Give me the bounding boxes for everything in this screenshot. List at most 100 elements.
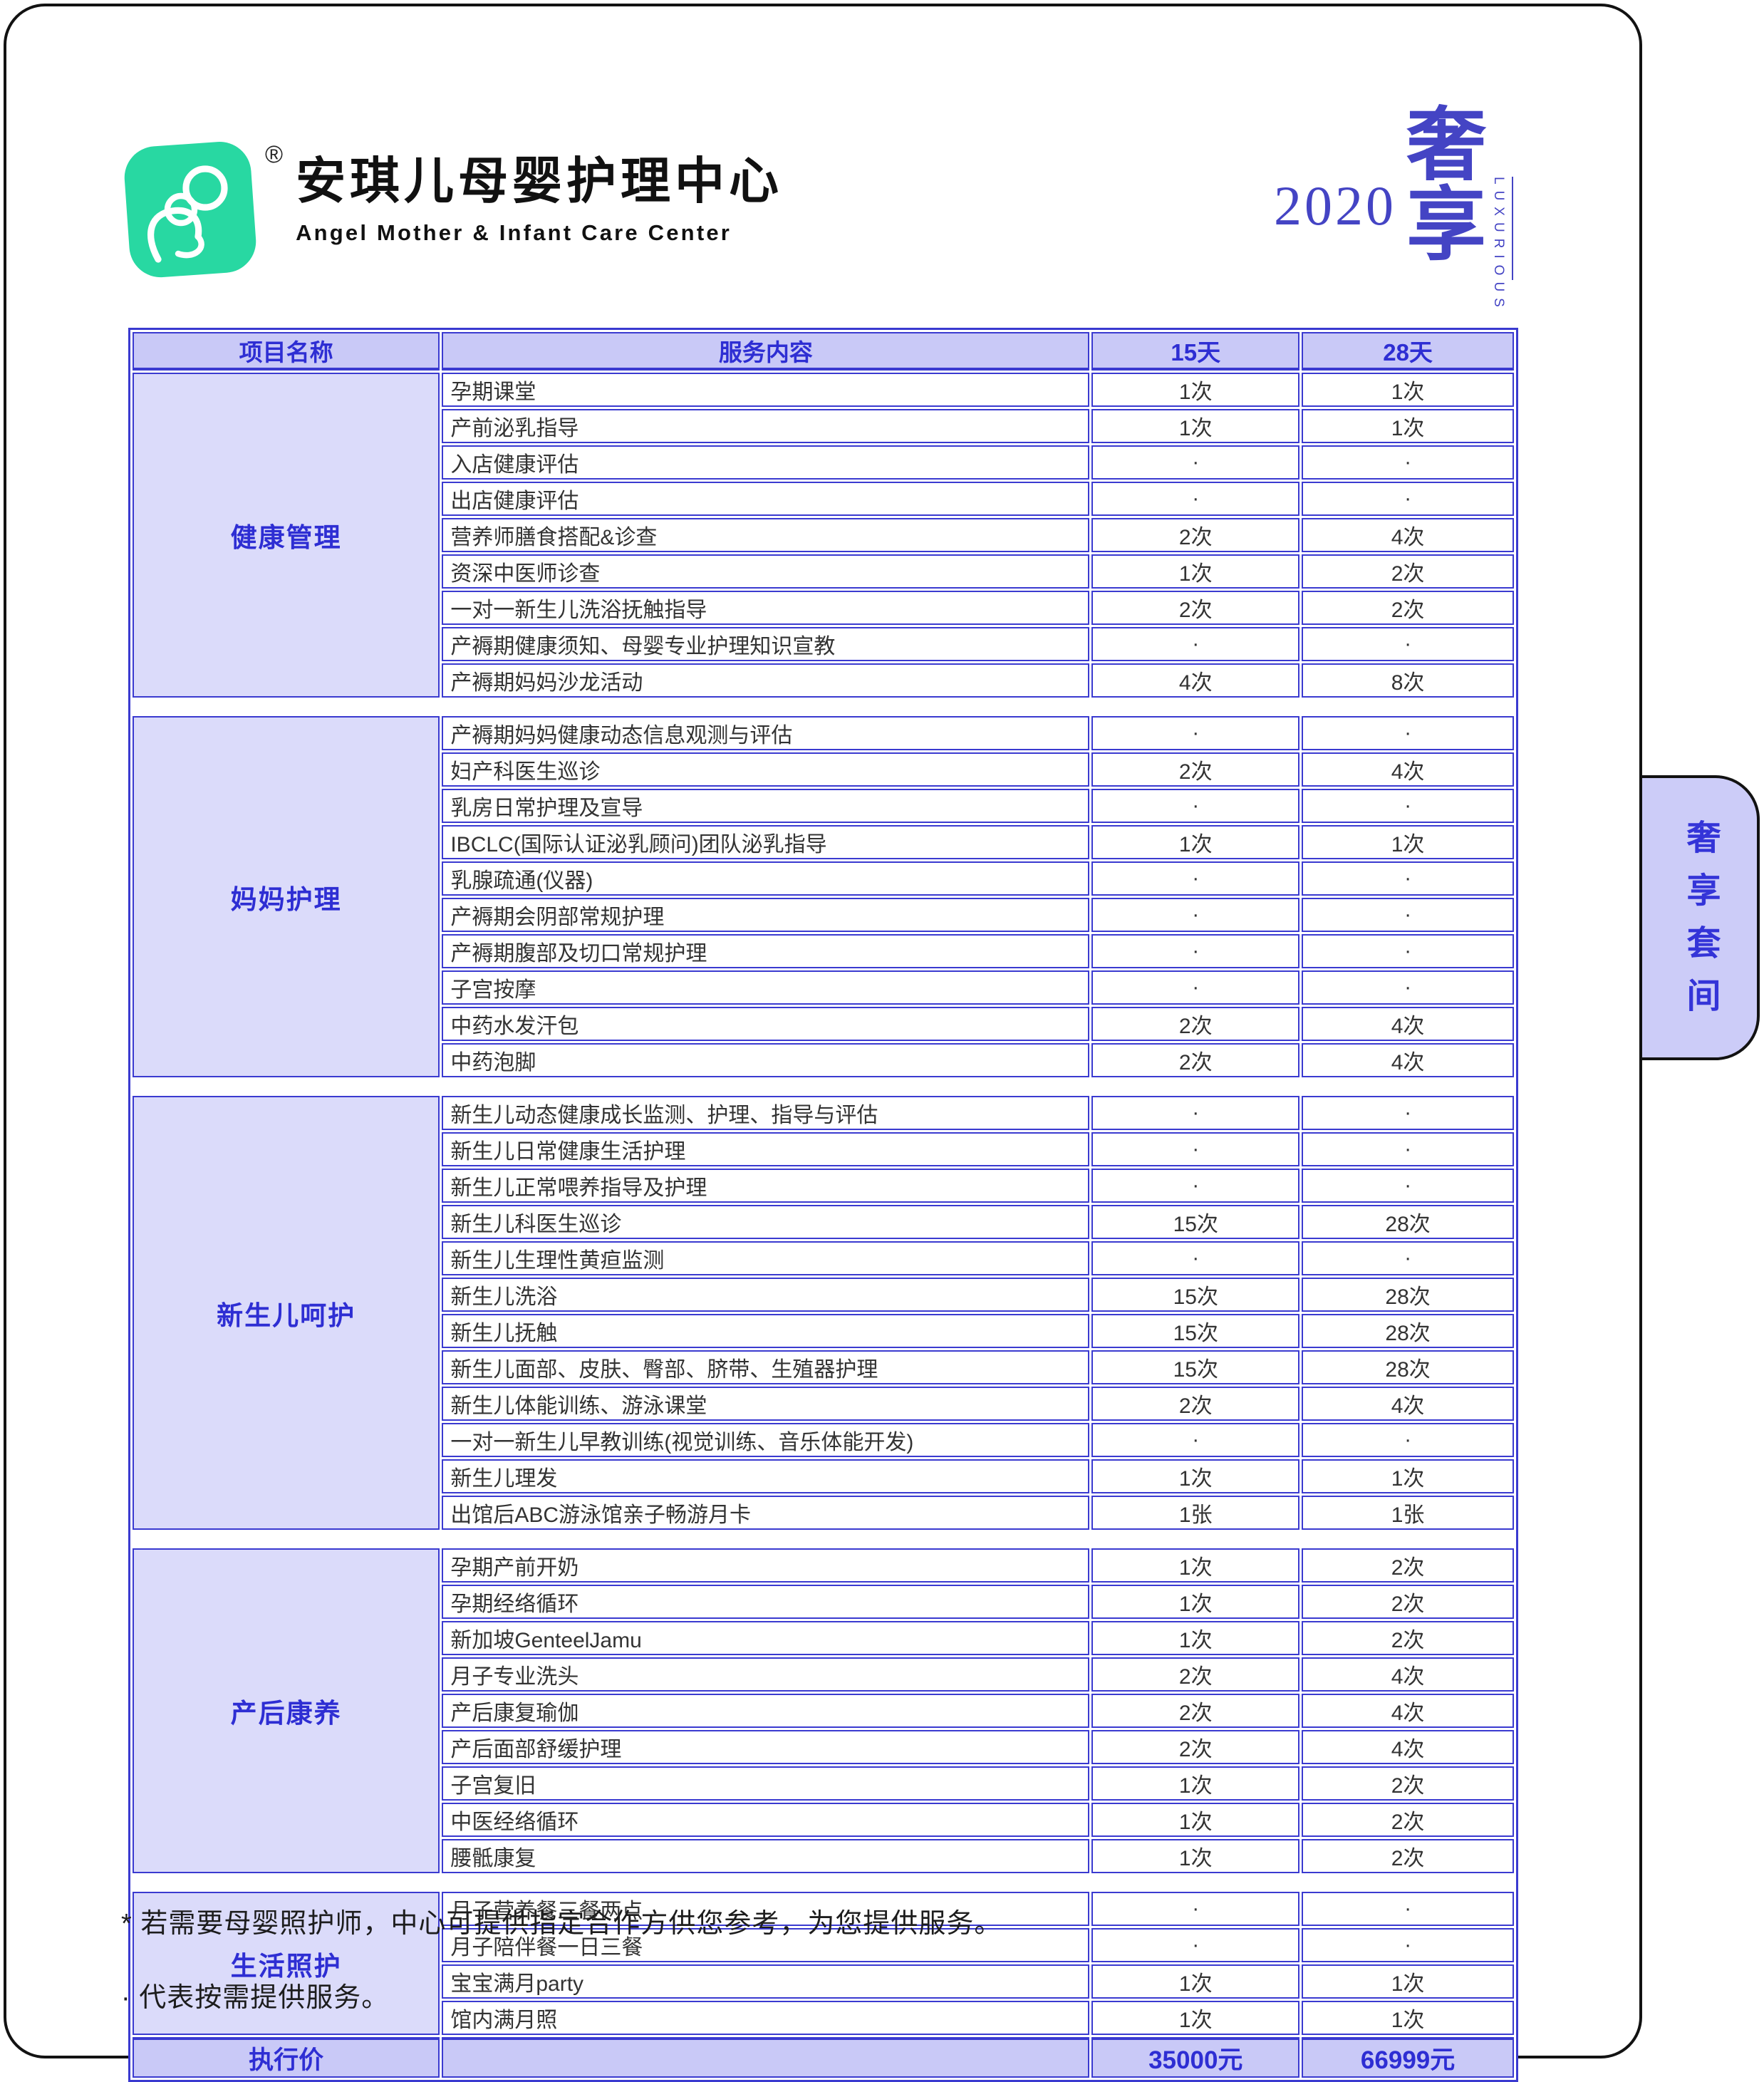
qty-28d-cell: ·: [1302, 1096, 1514, 1130]
qty-28d-cell: 1张: [1302, 1496, 1514, 1530]
qty-28d-cell: 1次: [1302, 825, 1514, 859]
table-row: 健康管理 孕期课堂 1次 1次: [133, 373, 1514, 698]
qty-28d-cell: 28次: [1302, 1350, 1514, 1384]
qty-28d-cell: 4次: [1302, 1387, 1514, 1421]
service-cell: 乳房日常护理及宣导: [442, 789, 1090, 823]
qty-15d-cell: ·: [1091, 934, 1300, 968]
badge-luxurious-text: LUXURIOUS: [1491, 177, 1506, 314]
badge-char-1: 奢: [1406, 98, 1486, 192]
service-cell: 馆内满月照: [442, 2001, 1090, 2035]
qty-15d-cell: 1次: [1091, 1459, 1300, 1493]
qty-15d-cell: 4次: [1091, 663, 1300, 698]
table-row: 新生儿理发 1次 1次: [133, 1459, 1514, 1493]
table-row: 新生儿呵护 新生儿动态健康成长监测、护理、指导与评估 · ·: [133, 1096, 1514, 1530]
category-cell: 健康管理: [133, 373, 440, 698]
service-cell: 月子陪伴餐一日三餐: [442, 1928, 1090, 1962]
service-cell: 产后康复瑜伽: [442, 1694, 1090, 1728]
service-cell: 乳腺疏通(仪器): [442, 861, 1090, 896]
section-gap-row: [133, 1875, 1514, 1890]
qty-15d-cell: 2次: [1091, 752, 1300, 787]
qty-28d-cell: 4次: [1302, 1694, 1514, 1728]
service-cell: 出店健康评估: [442, 482, 1090, 516]
service-cell: 新生儿正常喂养指导及护理: [442, 1169, 1090, 1203]
qty-28d-cell: ·: [1302, 482, 1514, 516]
footnote-dot-legend: · 代表按需提供服务。: [121, 1983, 390, 2013]
table-row: 资深中医师诊查 1次 2次: [133, 554, 1514, 589]
qty-15d-cell: ·: [1091, 970, 1300, 1005]
qty-15d-cell: 1次: [1091, 1548, 1300, 1583]
qty-28d-cell: 4次: [1302, 1730, 1514, 1764]
service-cell: 入店健康评估: [442, 445, 1090, 480]
qty-15d-cell: ·: [1091, 861, 1300, 896]
table-row: 新生儿科医生巡诊 15次 28次: [133, 1205, 1514, 1239]
qty-15d-cell: ·: [1091, 627, 1300, 661]
service-cell: 宝宝满月party: [442, 1964, 1090, 1999]
qty-15d-cell: 1次: [1091, 2001, 1300, 2035]
qty-28d-cell: ·: [1302, 445, 1514, 480]
service-cell: 子宫按摩: [442, 970, 1090, 1005]
service-cell: 新生儿体能训练、游泳课堂: [442, 1387, 1090, 1421]
service-cell: 产褥期妈妈沙龙活动: [442, 663, 1090, 698]
table-row: 出馆后ABC游泳馆亲子畅游月卡 1张 1张: [133, 1496, 1514, 1530]
qty-15d-cell: ·: [1091, 716, 1300, 750]
table-row: 中药水发汗包 2次 4次: [133, 1007, 1514, 1041]
qty-28d-cell: 4次: [1302, 1043, 1514, 1077]
qty-15d-cell: ·: [1091, 1169, 1300, 1203]
price-28d-cell: 66999元: [1302, 2037, 1514, 2078]
qty-15d-cell: ·: [1091, 789, 1300, 823]
table-row: 生活照护 月子营养餐三餐两点 · ·: [133, 1892, 1514, 2035]
table-row: 产褥期会阴部常规护理 · ·: [133, 898, 1514, 932]
service-cell: 中医经络循环: [442, 1803, 1090, 1837]
service-cell: 新生儿理发: [442, 1459, 1090, 1493]
table-row: 妈妈护理 产褥期妈妈健康动态信息观测与评估 · ·: [133, 716, 1514, 1077]
service-cell: 妇产科医生巡诊: [442, 752, 1090, 787]
qty-15d-cell: 1次: [1091, 1839, 1300, 1873]
service-cell: 新生儿抚触: [442, 1314, 1090, 1348]
table-row: 新生儿生理性黄疸监测 · ·: [133, 1241, 1514, 1275]
qty-28d-cell: 4次: [1302, 752, 1514, 787]
header-cell: 28天: [1302, 332, 1514, 371]
qty-15d-cell: ·: [1091, 1132, 1300, 1166]
qty-15d-cell: ·: [1091, 445, 1300, 480]
service-cell: 产褥期健康须知、母婴专业护理知识宣教: [442, 627, 1090, 661]
qty-15d-cell: 2次: [1091, 1007, 1300, 1041]
table-row: 入店健康评估 · ·: [133, 445, 1514, 480]
service-cell: 孕期产前开奶: [442, 1548, 1090, 1583]
table-row: 中医经络循环 1次 2次: [133, 1803, 1514, 1837]
qty-28d-cell: 28次: [1302, 1314, 1514, 1348]
qty-28d-cell: 2次: [1302, 591, 1514, 625]
table-row: 产后康养 孕期产前开奶 1次 2次: [133, 1548, 1514, 1873]
service-cell: 新生儿动态健康成长监测、护理、指导与评估: [442, 1096, 1090, 1130]
qty-28d-cell: 1次: [1302, 1964, 1514, 1999]
table-row: 出店健康评估 · ·: [133, 482, 1514, 516]
qty-28d-cell: 4次: [1302, 518, 1514, 552]
header-cell: 15天: [1091, 332, 1300, 371]
table-row: 产褥期妈妈沙龙活动 4次 8次: [133, 663, 1514, 698]
service-cell: 腰骶康复: [442, 1839, 1090, 1873]
service-cell: 营养师膳食搭配&诊查: [442, 518, 1090, 552]
qty-15d-cell: ·: [1091, 1096, 1300, 1130]
table-row: 产褥期腹部及切口常规护理 · ·: [133, 934, 1514, 968]
service-cell: 孕期课堂: [442, 373, 1090, 407]
qty-28d-cell: 8次: [1302, 663, 1514, 698]
section-gap-row: [133, 1079, 1514, 1094]
side-tab-luxury-suite: 奢享套间: [1642, 775, 1760, 1060]
service-cell: 子宫复旧: [442, 1766, 1090, 1801]
service-cell: 一对一新生儿洗浴抚触指导: [442, 591, 1090, 625]
qty-15d-cell: 1张: [1091, 1496, 1300, 1530]
qty-15d-cell: 2次: [1091, 1730, 1300, 1764]
table-row: 营养师膳食搭配&诊查 2次 4次: [133, 518, 1514, 552]
section-gap-cell: [133, 700, 1514, 714]
section-gap-row: [133, 1532, 1514, 1546]
table-row: 产后面部舒缓护理 2次 4次: [133, 1730, 1514, 1764]
qty-28d-cell: ·: [1302, 1423, 1514, 1457]
qty-28d-cell: 28次: [1302, 1205, 1514, 1239]
qty-28d-cell: ·: [1302, 716, 1514, 750]
table-row: 乳房日常护理及宣导 · ·: [133, 789, 1514, 823]
qty-15d-cell: ·: [1091, 1928, 1300, 1962]
mother-infant-logo-icon: [124, 142, 256, 278]
year-badge: 2020 奢 享 LUXURIOUS: [1274, 105, 1513, 314]
footnote-caregiver: * 若需要母婴照护师，中心可提供指定合作方供您参考，为您提供服务。: [121, 1909, 1002, 1939]
qty-28d-cell: ·: [1302, 898, 1514, 932]
table-row: 一对一新生儿洗浴抚触指导 2次 2次: [133, 591, 1514, 625]
